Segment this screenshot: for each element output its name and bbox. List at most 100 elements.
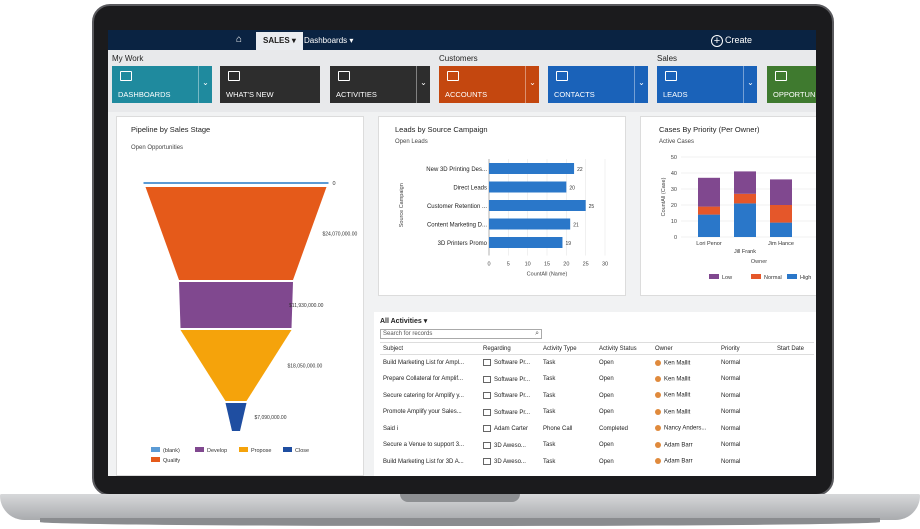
table-row[interactable]: Build Marketing List for 3D A... 3D Aweso… — [380, 454, 814, 471]
table-cell[interactable]: Prepare Collateral for Amplif... — [380, 371, 480, 388]
table-cell[interactable]: Said i — [380, 421, 480, 438]
table-cell: Normal — [718, 404, 774, 421]
table-row[interactable]: Said i Adam Carter Phone Call Completed Nanc… — [380, 421, 814, 438]
table-body: Build Marketing List for Ampl... Software… — [380, 355, 814, 471]
cell-text: Promote Amplify your Sales... — [383, 409, 462, 416]
chevron-down-icon[interactable]: ⌄ — [198, 66, 212, 103]
cell-text: Open — [599, 376, 614, 383]
cell-text: Ken Mallit — [664, 376, 691, 383]
cell-text: Task — [543, 376, 556, 383]
column-header[interactable]: Activity Status — [596, 342, 652, 355]
tile-activities[interactable]: ACTIVITIES ⌄ — [330, 66, 430, 103]
cases-chart: 0 10 20 30 40 50 Lori Penor Jill Frank Jim Hance… — [661, 155, 816, 281]
user-icon — [655, 425, 661, 432]
stacked-bar-segment — [734, 203, 756, 237]
bar — [489, 237, 563, 248]
user-icon — [655, 458, 661, 465]
cell-text: Task — [543, 409, 556, 416]
cell-text: Adam Barr — [664, 459, 693, 466]
tile-contacts[interactable]: CONTACTS ⌄ — [548, 66, 648, 103]
chevron-down-icon[interactable]: ⌄ — [634, 66, 648, 103]
tick-label: 50 — [671, 155, 677, 161]
data-label: 20 — [569, 186, 575, 192]
tick-label: 25 — [583, 262, 589, 268]
table-cell[interactable]: Build Marketing List for 3D A... — [380, 454, 480, 471]
tile-dashboards[interactable]: DASHBOARDS ⌄ — [112, 66, 212, 103]
sales-menu[interactable]: SALES ▾ — [256, 32, 303, 50]
table-cell: Nancy Anders... — [652, 421, 718, 438]
cell-text: Build Marketing List for 3D A... — [383, 458, 464, 465]
legend-swatch — [283, 447, 292, 452]
cell-text: Open — [599, 442, 614, 449]
pipeline-panel: Pipeline by Sales Stage Open Opportuniti… — [116, 116, 364, 476]
category-label: New 3D Printing Des... — [426, 167, 487, 173]
table-cell: Software Pr... — [480, 404, 540, 421]
tick-label: 10 — [525, 262, 531, 268]
data-label: 25 — [589, 204, 595, 210]
dashboards-menu[interactable]: Dashboards ▾ — [304, 36, 354, 45]
category-label: Jim Hance — [768, 241, 794, 247]
table-cell: Normal — [718, 421, 774, 438]
record-icon — [483, 375, 491, 383]
cell-text: 3D Aweso... — [494, 459, 526, 466]
tile-leads[interactable]: LEADS ⌄ — [657, 66, 757, 103]
table-cell — [774, 454, 814, 471]
cell-text: Completed — [599, 425, 629, 432]
table-row[interactable]: Secure catering for Amplify y... Software… — [380, 388, 814, 405]
table-cell[interactable]: Promote Amplify your Sales... — [380, 404, 480, 421]
table-cell[interactable]: Secure a Venue to support 3... — [380, 437, 480, 454]
search-icon[interactable]: ⌕ — [535, 330, 539, 337]
table-row[interactable]: Build Marketing List for Ampl... Software… — [380, 355, 814, 372]
legend-label: High — [800, 275, 811, 281]
tick-label: 5 — [507, 262, 510, 268]
tick-label: 40 — [671, 171, 677, 177]
tile-whats-new[interactable]: WHAT'S NEW — [220, 66, 320, 103]
tile-opportunities[interactable]: OPPORTUNITI — [767, 66, 816, 103]
tile-label: LEADS — [663, 90, 688, 99]
column-header[interactable]: Regarding — [480, 342, 540, 355]
record-icon — [483, 441, 491, 449]
funnel-segment — [225, 403, 247, 431]
chevron-down-icon[interactable]: ⌄ — [743, 66, 757, 103]
table-cell: Completed — [596, 421, 652, 438]
home-icon[interactable]: ⌂ — [236, 34, 243, 45]
table-cell: Open — [596, 355, 652, 372]
chevron-down-icon[interactable]: ⌄ — [416, 66, 430, 103]
column-header[interactable]: Priority — [718, 342, 774, 355]
table-row[interactable]: Prepare Collateral for Amplif... Software… — [380, 371, 814, 388]
cell-text: Task — [543, 392, 556, 399]
cell-text: Software Pr... — [494, 393, 531, 400]
table-cell[interactable]: Secure catering for Amplify y... — [380, 388, 480, 405]
tick-label: 30 — [671, 187, 677, 193]
data-label: 19 — [565, 241, 571, 247]
table-row[interactable]: Secure a Venue to support 3... 3D Aweso..… — [380, 437, 814, 454]
crm-screen: ⌂ SALES ▾ Dashboards ▾ + Create My Work C… — [108, 30, 816, 476]
table-cell: Ken Mallit — [652, 371, 718, 388]
tile-accounts[interactable]: ACCOUNTS ⌄ — [439, 66, 539, 103]
table-cell[interactable]: Build Marketing List for Ampl... — [380, 355, 480, 372]
stacked-bar-segment — [770, 222, 792, 237]
stacked-bar-segment — [698, 214, 720, 237]
laptop-shadow — [40, 518, 880, 526]
pipeline-subtitle: Open Opportunities — [131, 145, 184, 151]
legend-swatch — [751, 274, 761, 279]
plus-circle-icon: + — [711, 34, 723, 47]
create-button[interactable]: + Create — [711, 32, 752, 48]
chevron-down-icon[interactable]: ⌄ — [525, 66, 539, 103]
table-row[interactable]: Promote Amplify your Sales... Software Pr… — [380, 404, 814, 421]
table-cell: Open — [596, 454, 652, 471]
legend-label: Qualify — [163, 458, 180, 464]
column-header[interactable]: Start Date — [774, 342, 814, 355]
column-header[interactable]: Owner — [652, 342, 718, 355]
column-header[interactable]: Subject — [380, 342, 480, 355]
column-header[interactable]: Activity Type — [540, 342, 596, 355]
laptop-notch — [400, 494, 520, 502]
table-cell: 3D Aweso... — [480, 437, 540, 454]
cell-text: Build Marketing List for Ampl... — [383, 360, 465, 366]
group-customers: Customers — [439, 54, 478, 63]
activities-view-selector[interactable]: All Activities ▾ — [380, 318, 428, 325]
table-cell: Software Pr... — [480, 388, 540, 405]
search-input[interactable]: Search for records ⌕ — [380, 329, 542, 339]
table-cell: Ken Mallit — [652, 388, 718, 405]
activities-panel: All Activities ▾ Search for records ⌕ Sub… — [374, 312, 816, 476]
